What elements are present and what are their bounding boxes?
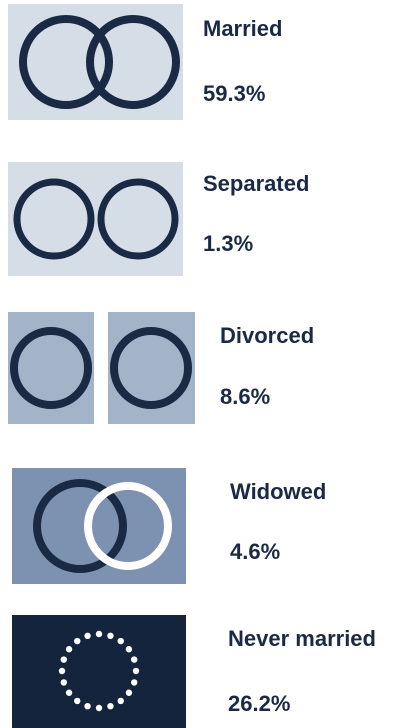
label: Married — [203, 16, 282, 41]
ring — [13, 178, 95, 260]
separated-icon-box — [8, 162, 183, 276]
dot — [60, 656, 68, 663]
value: 26.2% — [228, 691, 290, 716]
dot — [125, 689, 133, 696]
dot — [84, 702, 91, 710]
label: Divorced — [220, 323, 314, 348]
ring — [110, 327, 192, 409]
value: 4.6% — [230, 539, 280, 564]
dot — [130, 679, 138, 686]
label: Widowed — [230, 479, 326, 504]
value: 59.3% — [203, 81, 265, 106]
never-married-item: Never married 26.2% — [12, 615, 376, 728]
dot — [95, 704, 103, 712]
label: Never married — [228, 626, 376, 651]
dot — [65, 689, 73, 696]
widowed-item: Widowed 4.6% — [12, 468, 326, 584]
dot — [95, 630, 103, 638]
divorced-item: Divorced 8.6% — [8, 312, 314, 424]
ring — [33, 479, 127, 573]
dot — [117, 637, 124, 645]
ring — [10, 327, 92, 409]
label: Separated — [203, 171, 309, 196]
married-icon-box — [8, 4, 183, 120]
dot — [130, 656, 138, 663]
dot — [58, 667, 66, 675]
ring — [19, 15, 113, 109]
married-item: Married 59.3% — [8, 4, 282, 120]
value: 8.6% — [220, 384, 270, 409]
ring — [86, 15, 180, 109]
dot — [132, 667, 140, 675]
dot — [125, 646, 133, 653]
dot — [117, 697, 124, 705]
dot — [107, 632, 114, 640]
dot — [107, 702, 114, 710]
dot — [65, 646, 73, 653]
separated-item: Separated 1.3% — [8, 162, 309, 276]
value: 1.3% — [203, 231, 253, 256]
dot — [60, 679, 68, 686]
ring — [97, 178, 179, 260]
dot — [74, 637, 81, 645]
dot — [74, 697, 81, 705]
ring — [84, 482, 172, 570]
dot — [84, 632, 91, 640]
